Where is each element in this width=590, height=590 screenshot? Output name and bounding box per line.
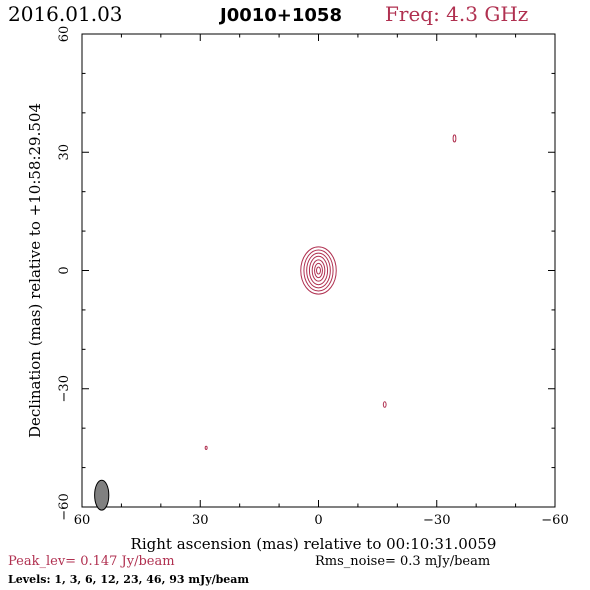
plot-frame [81, 33, 556, 508]
x-tick-label: −60 [541, 513, 568, 528]
y-axis-title: Declination (mas) relative to +10:58:29.… [26, 103, 44, 438]
contour-core [316, 266, 321, 275]
y-tick-label: 0 [57, 266, 72, 274]
source-name: J0010+1058 [220, 5, 342, 26]
observation-date: 2016.01.03 [8, 2, 123, 26]
y-tick-label: −30 [57, 375, 72, 402]
contour-core [308, 255, 329, 286]
contour-group [204, 134, 457, 450]
frequency-label: Freq: 4.3 GHz [385, 2, 529, 26]
contour-core [306, 252, 331, 289]
x-tick-label: 30 [192, 513, 209, 528]
x-tick-label: −30 [423, 513, 450, 528]
contour-core [311, 259, 326, 282]
contour-core [303, 249, 334, 292]
y-tick-label: 60 [57, 26, 72, 43]
x-tick-label: 0 [314, 513, 322, 528]
axis-ticks [81, 33, 556, 508]
axis-tick-labels: 60 30 0 −30 −60 −60 −30 0 30 60 [57, 26, 569, 528]
contour-feature-se [382, 401, 387, 408]
x-tick-label: 60 [74, 513, 91, 528]
contour-core [300, 246, 337, 295]
y-tick-label: −60 [57, 493, 72, 520]
peak-level-label: Peak_lev= 0.147 Jy/beam [8, 554, 175, 569]
contour-core [314, 262, 323, 279]
y-tick-label: 30 [57, 144, 72, 161]
x-axis-title: Right ascension (mas) relative to 00:10:… [131, 535, 497, 553]
contour-feature-ne [452, 134, 457, 143]
contour-levels-label: Levels: 1, 3, 6, 12, 23, 46, 93 mJy/beam [8, 573, 250, 586]
beam-ellipse [94, 479, 110, 511]
contour-feature-sw [204, 445, 208, 450]
rms-noise-label: Rms_noise= 0.3 mJy/beam [315, 554, 491, 569]
